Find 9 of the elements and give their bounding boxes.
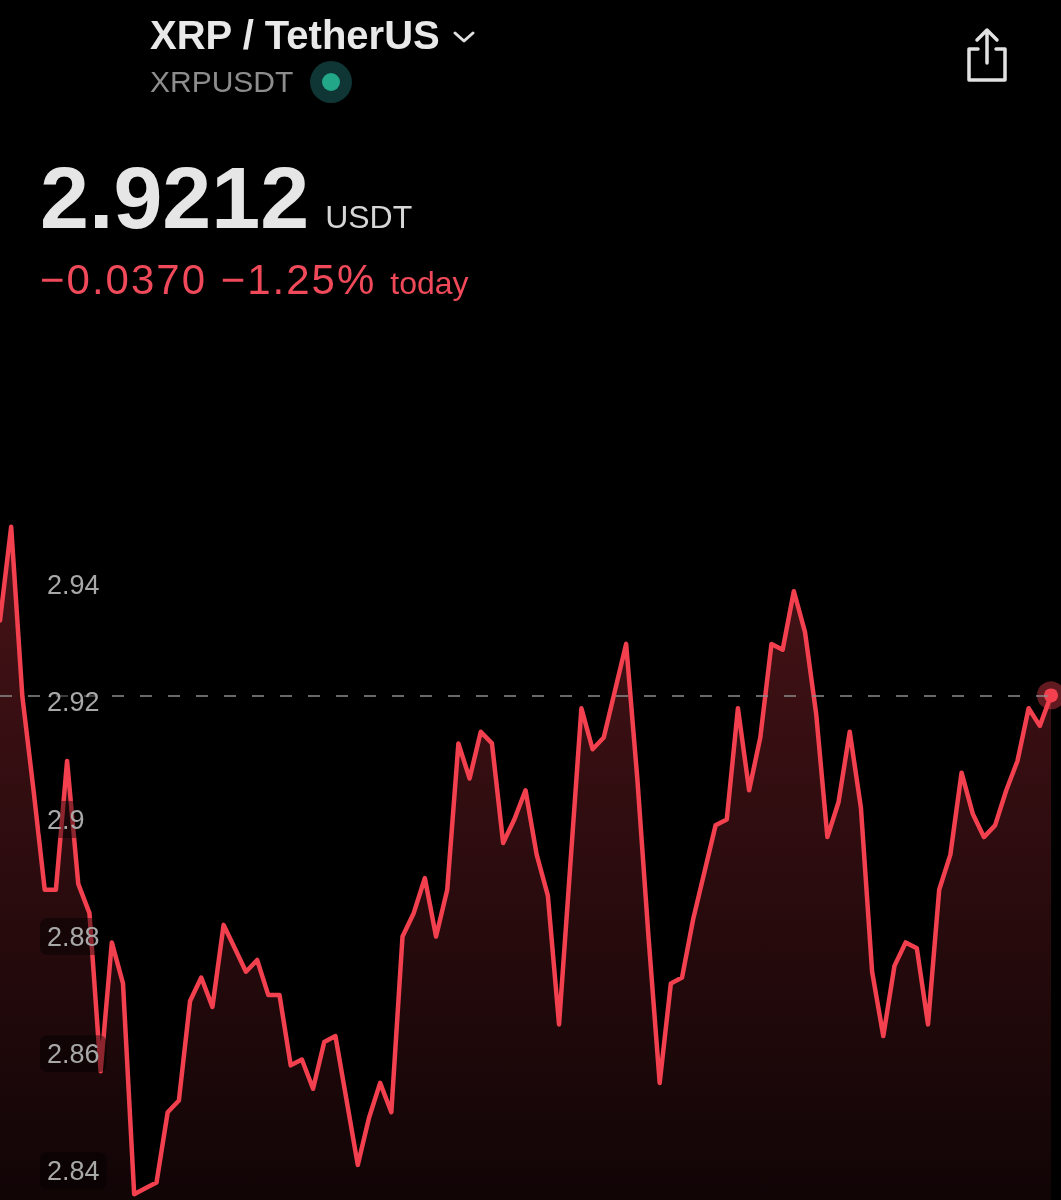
y-tick-label: 2.94 (47, 570, 100, 601)
chart-title: XRP / TetherUS (150, 12, 440, 58)
y-tick-label: 2.92 (47, 687, 100, 718)
annotation: 2.9212 (40, 148, 310, 247)
annotation: USDT (325, 199, 413, 236)
annotation: today (390, 265, 469, 302)
y-tick-label: 2.84 (47, 1155, 100, 1186)
text: XRPUSDT (150, 64, 294, 100)
annotation: −0.0370 −1.25% (40, 256, 377, 304)
